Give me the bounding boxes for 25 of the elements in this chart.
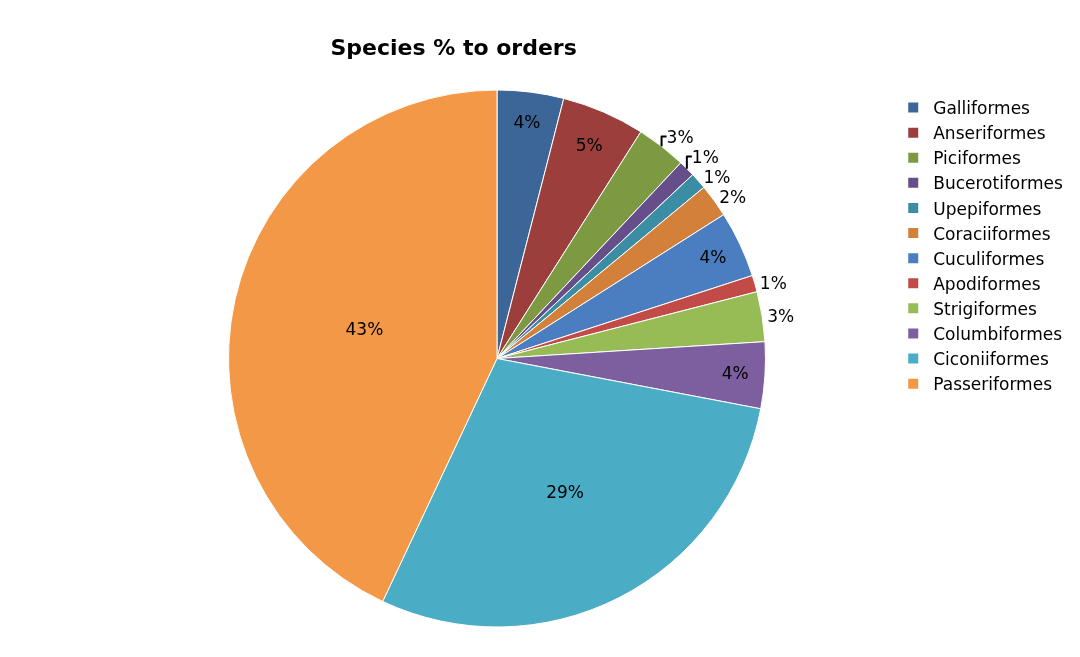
legend-label: Galliformes	[933, 98, 1031, 119]
legend-label: Piciformes	[933, 148, 1022, 169]
chart-title: Species % to orders	[330, 34, 577, 60]
data-label: 43%	[345, 318, 384, 339]
data-label: 1%	[691, 146, 719, 167]
legend-label: Bucerotiformes	[933, 173, 1063, 194]
data-label: 1%	[759, 272, 787, 293]
data-label: 5%	[575, 135, 603, 156]
legend-label: Columbiformes	[933, 324, 1063, 345]
data-label: 4%	[513, 111, 541, 132]
legend-label: Cuculiformes	[933, 248, 1045, 269]
data-label: 3%	[666, 126, 694, 147]
legend-label: Anseriformes	[933, 123, 1046, 144]
data-label: 2%	[719, 187, 747, 208]
legend-label: Apodiformes	[933, 273, 1041, 294]
legend-label: Coraciiformes	[933, 223, 1051, 244]
data-label: 3%	[767, 306, 795, 327]
legend-label: Ciconiiformes	[933, 349, 1049, 370]
data-label: 4%	[721, 363, 749, 384]
data-label: 1%	[703, 166, 731, 187]
data-label: 29%	[546, 482, 584, 503]
legend-label: Upepiformes	[933, 198, 1042, 219]
legend-label: Strigiformes	[933, 298, 1038, 319]
legend-label: Passeriformes	[933, 374, 1053, 395]
data-label: 4%	[699, 246, 727, 267]
